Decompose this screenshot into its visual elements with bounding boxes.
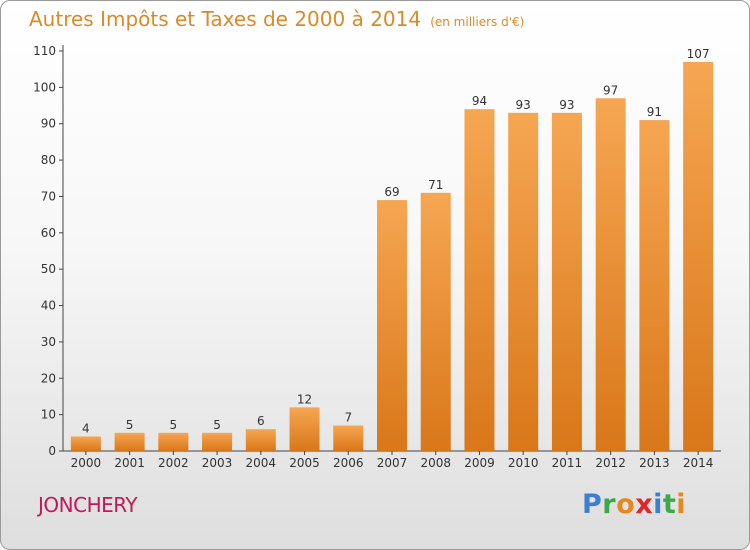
y-tick-label: 30 <box>41 335 56 349</box>
bar-2011 <box>551 112 582 452</box>
bar-2010 <box>508 112 539 452</box>
proxiti-logo: Proxiti <box>582 489 686 520</box>
unit-label: (en milliers d'€) <box>430 15 525 29</box>
y-tick-label: 50 <box>41 262 56 276</box>
commune-name: JONCHERY <box>38 493 138 517</box>
bar-2006 <box>333 425 364 451</box>
logo-letter: i <box>653 489 663 520</box>
logo-letter: P <box>582 489 603 520</box>
value-label-2014: 107 <box>687 47 710 61</box>
y-tick-label: 0 <box>48 444 56 458</box>
bar-2003 <box>202 432 233 451</box>
value-label-2012: 97 <box>603 83 618 97</box>
x-tick-label-2011: 2011 <box>552 456 583 470</box>
x-tick-label-2010: 2010 <box>508 456 539 470</box>
bar-2005 <box>289 407 320 451</box>
value-label-2007: 69 <box>384 185 399 199</box>
y-tick-label: 80 <box>41 153 56 167</box>
x-tick-label-2014: 2014 <box>683 456 714 470</box>
bar-2002 <box>158 432 189 451</box>
logo-letter: x <box>635 489 654 520</box>
logo-letter: t <box>662 489 677 520</box>
y-tick-label: 70 <box>41 189 56 203</box>
axes: 0 10 20 30 40 50 60 70 80 90 100 110 2000 2001 2002 200… <box>33 44 721 470</box>
x-tick-label-2002: 2002 <box>158 456 189 470</box>
value-label-2011: 93 <box>559 98 574 112</box>
y-tick-label: 60 <box>41 226 56 240</box>
y-tick-label: 10 <box>41 408 56 422</box>
value-label-2006: 7 <box>344 411 352 425</box>
y-tick-label: 40 <box>41 299 56 313</box>
x-tick-label-2003: 2003 <box>202 456 233 470</box>
bar-2004 <box>245 429 276 451</box>
x-tick-label-2000: 2000 <box>71 456 102 470</box>
x-tick-label-2013: 2013 <box>639 456 670 470</box>
value-label-2001: 5 <box>126 418 134 432</box>
logo-letter: o <box>616 489 636 520</box>
y-tick-label: 100 <box>33 80 56 94</box>
x-tick-label-2008: 2008 <box>420 456 451 470</box>
bar-2001 <box>114 432 145 451</box>
bar-2008 <box>420 192 451 451</box>
x-tick-label-2001: 2001 <box>114 456 145 470</box>
y-tick-label: 110 <box>33 44 56 58</box>
x-tick-label-2012: 2012 <box>595 456 626 470</box>
bar-2014 <box>683 61 714 452</box>
chart-title-block: Autres Impôts et Taxes de 2000 à 2014 (e… <box>29 7 524 31</box>
value-label-2002: 5 <box>170 418 178 432</box>
chart-title: Autres Impôts et Taxes de 2000 à 2014 <box>29 7 422 31</box>
x-tick-label-2009: 2009 <box>464 456 495 470</box>
x-tick-label-2004: 2004 <box>246 456 277 470</box>
x-tick-label-2005: 2005 <box>289 456 320 470</box>
x-tick-label-2006: 2006 <box>333 456 364 470</box>
y-tick-label: 20 <box>41 371 56 385</box>
value-label-2013: 91 <box>647 105 662 119</box>
value-label-2000: 4 <box>82 421 90 435</box>
logo-letter: i <box>676 489 687 520</box>
bar-2000 <box>70 436 101 451</box>
logo-letter: r <box>602 489 617 520</box>
y-tick-label: 90 <box>41 117 56 131</box>
value-label-2008: 71 <box>428 178 443 192</box>
value-labels-group: 4 5 5 5 6 12 7 69 71 94 93 93 97 91 107 <box>82 47 710 436</box>
value-label-2005: 12 <box>297 392 312 406</box>
value-label-2003: 5 <box>213 418 221 432</box>
value-label-2009: 94 <box>472 94 487 108</box>
bar-2013 <box>639 120 670 451</box>
bar-2007 <box>377 200 407 451</box>
bar-2012 <box>595 98 626 451</box>
value-label-2010: 93 <box>516 98 531 112</box>
bars-group <box>70 61 714 452</box>
value-label-2004: 6 <box>257 414 265 428</box>
bar-2009 <box>464 109 495 451</box>
x-tick-label-2007: 2007 <box>377 456 408 470</box>
